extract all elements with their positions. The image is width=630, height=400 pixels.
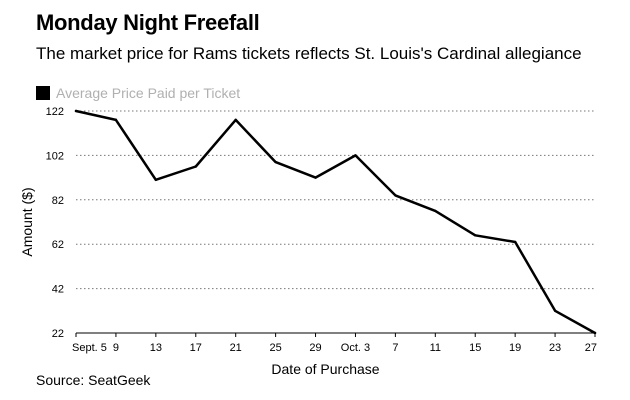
x-tick-label: Oct. 3 bbox=[341, 342, 370, 354]
data-point bbox=[354, 154, 357, 157]
y-axis-label: Amount ($) bbox=[19, 187, 35, 256]
data-point bbox=[314, 176, 317, 179]
x-tick-label: 9 bbox=[113, 342, 119, 354]
data-point bbox=[474, 234, 477, 237]
y-tick-label: 82 bbox=[52, 195, 64, 207]
data-point bbox=[394, 194, 397, 197]
data-point bbox=[274, 160, 277, 164]
y-tick-label: 22 bbox=[52, 328, 64, 340]
x-tick-label: 27 bbox=[585, 342, 597, 354]
data-point bbox=[194, 165, 197, 168]
series-line bbox=[74, 109, 597, 335]
x-tick-label: 21 bbox=[230, 342, 242, 354]
x-tick-label: 17 bbox=[190, 342, 202, 354]
legend-swatch bbox=[36, 86, 50, 100]
y-tick-label: 42 bbox=[52, 284, 64, 296]
chart-title: Monday Night Freefall bbox=[36, 10, 260, 35]
data-point bbox=[234, 118, 237, 122]
data-point bbox=[593, 331, 597, 335]
x-tick-label: 19 bbox=[509, 342, 521, 354]
y-tick-label: 122 bbox=[46, 106, 64, 118]
data-point bbox=[553, 309, 557, 312]
x-tick-label: 7 bbox=[392, 342, 398, 354]
y-tick-label: 62 bbox=[52, 239, 64, 251]
data-point bbox=[74, 109, 78, 113]
data-point bbox=[513, 240, 517, 244]
legend-label: Average Price Paid per Ticket bbox=[56, 85, 241, 101]
y-tick-label: 102 bbox=[46, 150, 64, 162]
x-tick-label: 25 bbox=[269, 342, 281, 354]
x-tick-label: 11 bbox=[430, 342, 441, 354]
data-point bbox=[434, 209, 437, 213]
x-tick-label: 29 bbox=[309, 342, 321, 354]
x-tick-label: 15 bbox=[469, 342, 481, 354]
x-tick-label: 23 bbox=[549, 342, 561, 354]
chart-subtitle: The market price for Rams tickets reflec… bbox=[36, 44, 582, 63]
data-point bbox=[114, 118, 118, 122]
x-tick-label: Sept. 5 bbox=[72, 342, 107, 354]
x-axis-label: Date of Purchase bbox=[271, 361, 379, 377]
x-tick-label: 13 bbox=[150, 342, 162, 354]
legend: Average Price Paid per Ticket bbox=[36, 85, 240, 101]
source-note: Source: SeatGeek bbox=[36, 372, 151, 388]
data-point bbox=[154, 178, 158, 182]
